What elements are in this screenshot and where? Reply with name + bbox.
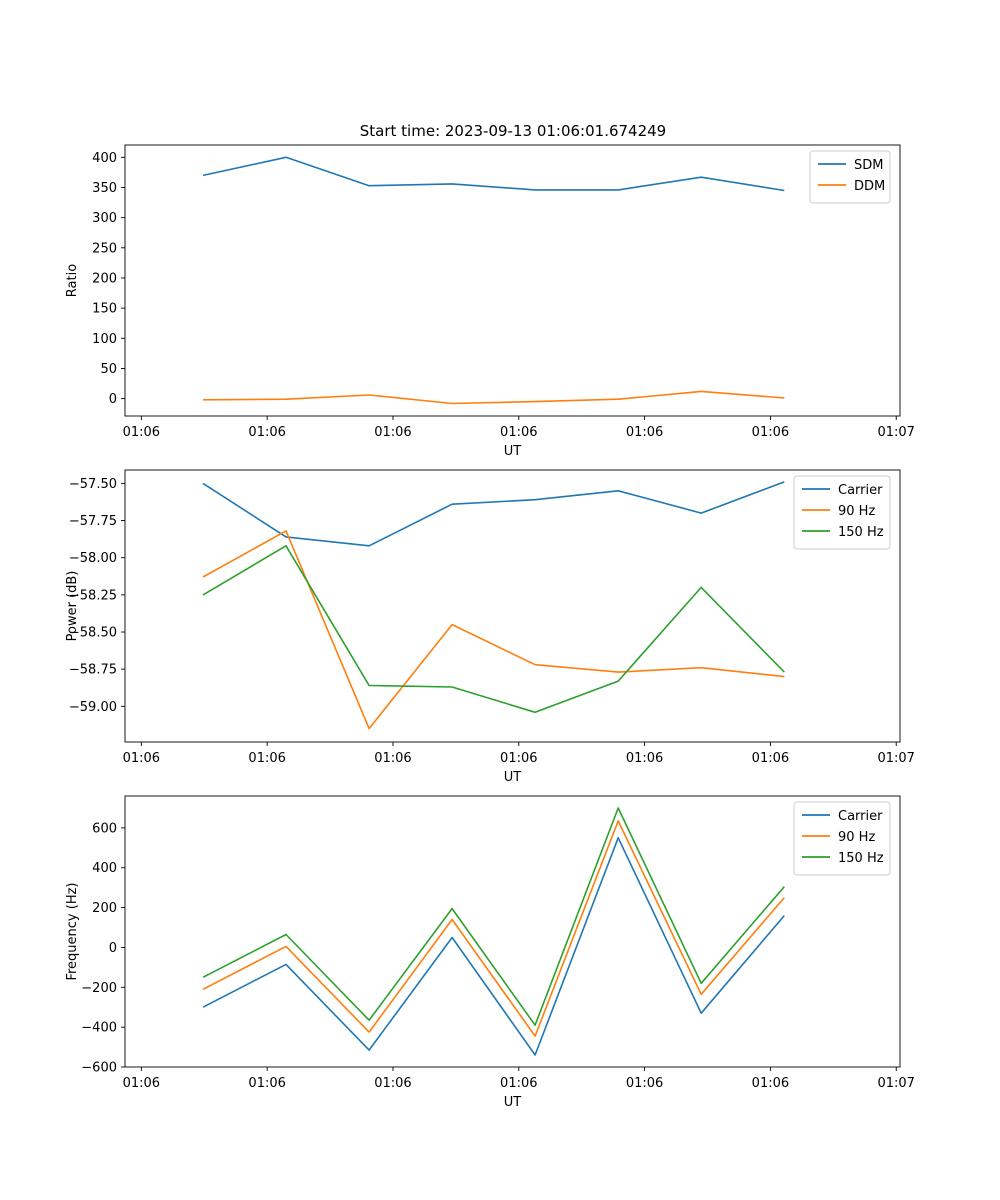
- power-chart: −59.00 −58.75 −58.50 −58.25 −58.00 −57.75 −57.…: [65, 469, 915, 785]
- ratio-y-axis-label: Ratio: [65, 264, 80, 297]
- frequency-legend-label: 150 Hz: [838, 851, 884, 866]
- power-x-axis-label: UT: [504, 770, 522, 785]
- ratio-y-tick-label: 100: [92, 332, 117, 347]
- ratio-y-tick-label: 350: [92, 181, 117, 196]
- power-series-carrier-line: [202, 481, 785, 547]
- power-x-tick-label: 01:06: [626, 751, 663, 766]
- power-legend-label: Carrier: [838, 483, 883, 498]
- power-y-tick-label: −58.00: [69, 551, 117, 566]
- ratio-y-tick-label: 0: [109, 392, 117, 407]
- power-x-tick-label: 01:06: [374, 751, 411, 766]
- frequency-y-axis-label: Frequency (Hz): [65, 882, 80, 980]
- ratio-axes-frame: [124, 144, 901, 417]
- chart-title: Start time: 2023-09-13 01:06:01.674249: [360, 122, 666, 140]
- ratio-y-tick-label: 150: [92, 302, 117, 317]
- power-x-tick-label: 01:06: [752, 751, 789, 766]
- power-series-150-hz-line: [202, 544, 785, 714]
- ratio-legend: SDM DDM: [809, 150, 891, 204]
- frequency-x-tick-label: 01:06: [248, 1076, 285, 1091]
- ratio-x-tick-label: 01:06: [626, 425, 663, 440]
- power-legend-label: 90 Hz: [838, 504, 875, 519]
- frequency-series-90-hz-line: [202, 820, 785, 1037]
- frequency-x-tick-label: 01:06: [374, 1076, 411, 1091]
- frequency-chart: −600 −400 −200 0 200 400 600 01:06 01:06 01:06 01:…: [65, 795, 915, 1110]
- power-axes-frame: [124, 469, 901, 743]
- power-x-tick-label: 01:07: [877, 751, 914, 766]
- frequency-axes-frame: [124, 795, 901, 1068]
- ratio-x-axis-label: UT: [504, 444, 522, 459]
- plots-container: 0 50 100 150 200 250 300 350 400 01:06 01:06 01:06 0…: [65, 144, 915, 1110]
- power-x-tick-label: 01:06: [248, 751, 285, 766]
- power-y-tick-label: −58.25: [69, 588, 117, 603]
- frequency-y-tick-label: −600: [81, 1061, 117, 1076]
- frequency-legend-label: Carrier: [838, 809, 883, 824]
- ratio-series-ddm-line: [202, 390, 785, 405]
- ratio-x-tick-label: 01:06: [500, 425, 537, 440]
- frequency-x-axis-label: UT: [504, 1095, 522, 1110]
- power-x-tick-label: 01:06: [123, 751, 160, 766]
- power-y-tick-label: −57.75: [69, 514, 117, 529]
- ratio-x-tick-label: 01:07: [877, 425, 914, 440]
- power-y-tick-label: −58.50: [69, 626, 117, 641]
- frequency-y-tick-label: −400: [81, 1021, 117, 1036]
- ratio-x-tick-label: 01:06: [123, 425, 160, 440]
- power-x-tick-label: 01:06: [500, 751, 537, 766]
- frequency-y-tick-label: 600: [92, 821, 117, 836]
- ratio-legend-label: DDM: [854, 179, 885, 194]
- frequency-x-tick-label: 01:07: [877, 1076, 914, 1091]
- frequency-legend: Carrier 90 Hz 150 Hz: [793, 801, 891, 876]
- ratio-y-tick-label: 400: [92, 151, 117, 166]
- frequency-y-tick-label: −200: [81, 981, 117, 996]
- frequency-y-tick-label: 400: [92, 861, 117, 876]
- power-y-tick-label: −59.00: [69, 700, 117, 715]
- ratio-legend-label: SDM: [854, 158, 883, 173]
- ratio-y-tick-label: 200: [92, 271, 117, 286]
- frequency-x-tick-label: 01:06: [500, 1076, 537, 1091]
- frequency-x-tick-label: 01:06: [123, 1076, 160, 1091]
- power-series-90-hz-line: [202, 530, 785, 730]
- power-y-tick-label: −57.50: [69, 477, 117, 492]
- ratio-x-tick-label: 01:06: [248, 425, 285, 440]
- ratio-chart: 0 50 100 150 200 250 300 350 400 01:06 01:06 01:06 0…: [65, 144, 915, 459]
- ratio-x-tick-label: 01:06: [374, 425, 411, 440]
- ratio-y-tick-label: 300: [92, 211, 117, 226]
- power-y-axis-label: Power (dB): [65, 571, 80, 642]
- ratio-x-tick-label: 01:06: [752, 425, 789, 440]
- frequency-legend-label: 90 Hz: [838, 830, 875, 845]
- ratio-series-sdm-line: [202, 156, 785, 192]
- frequency-y-tick-label: 200: [92, 901, 117, 916]
- ratio-y-tick-label: 250: [92, 241, 117, 256]
- power-y-tick-label: −58.75: [69, 663, 117, 678]
- power-legend-label: 150 Hz: [838, 525, 884, 540]
- ratio-y-tick-label: 50: [100, 362, 117, 377]
- frequency-x-tick-label: 01:06: [626, 1076, 663, 1091]
- frequency-series-150-hz-line: [202, 807, 785, 1026]
- power-legend: Carrier 90 Hz 150 Hz: [793, 475, 891, 550]
- frequency-y-tick-label: 0: [109, 941, 117, 956]
- frequency-x-tick-label: 01:06: [752, 1076, 789, 1091]
- frequency-series-carrier-line: [202, 836, 785, 1056]
